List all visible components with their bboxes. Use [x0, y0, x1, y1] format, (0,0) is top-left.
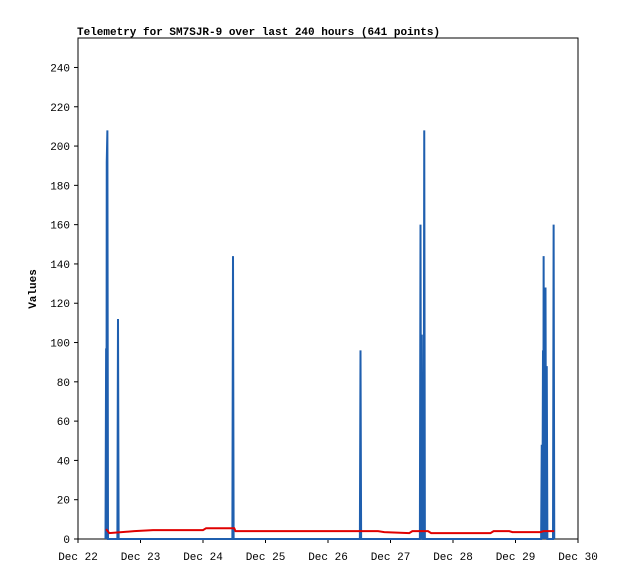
x-tick-label: Dec 23 [121, 552, 161, 564]
x-tick-label: Dec 28 [433, 552, 473, 564]
chart-title: Telemetry for SM7SJR-9 over last 240 hou… [77, 27, 440, 39]
x-tick-label: Dec 22 [58, 552, 98, 564]
y-tick-label: 100 [50, 339, 70, 351]
series-line [104, 130, 556, 540]
y-tick-label: 180 [50, 181, 70, 193]
series-line [105, 527, 555, 535]
plot-area [77, 37, 579, 540]
x-tick-label: Dec 24 [183, 552, 223, 564]
x-tick-label: Dec 29 [496, 552, 536, 564]
x-tick-label: Dec 27 [371, 552, 411, 564]
y-tick-label: 200 [50, 142, 70, 154]
y-tick-label: 140 [50, 260, 70, 272]
y-tick-label: 60 [57, 417, 70, 429]
x-tick-label: Dec 26 [308, 552, 348, 564]
y-tick-label: 160 [50, 221, 70, 233]
y-axis-label: Values [28, 269, 40, 309]
y-tick-label: 0 [63, 535, 70, 547]
y-tick-label: 20 [57, 496, 70, 508]
y-tick-label: 80 [57, 378, 70, 390]
y-tick-label: 120 [50, 299, 70, 311]
x-tick-label: Dec 30 [558, 552, 598, 564]
y-tick-label: 240 [50, 63, 70, 75]
y-tick-label: 220 [50, 103, 70, 115]
y-tick-label: 40 [57, 456, 70, 468]
x-tick-label: Dec 25 [246, 552, 286, 564]
